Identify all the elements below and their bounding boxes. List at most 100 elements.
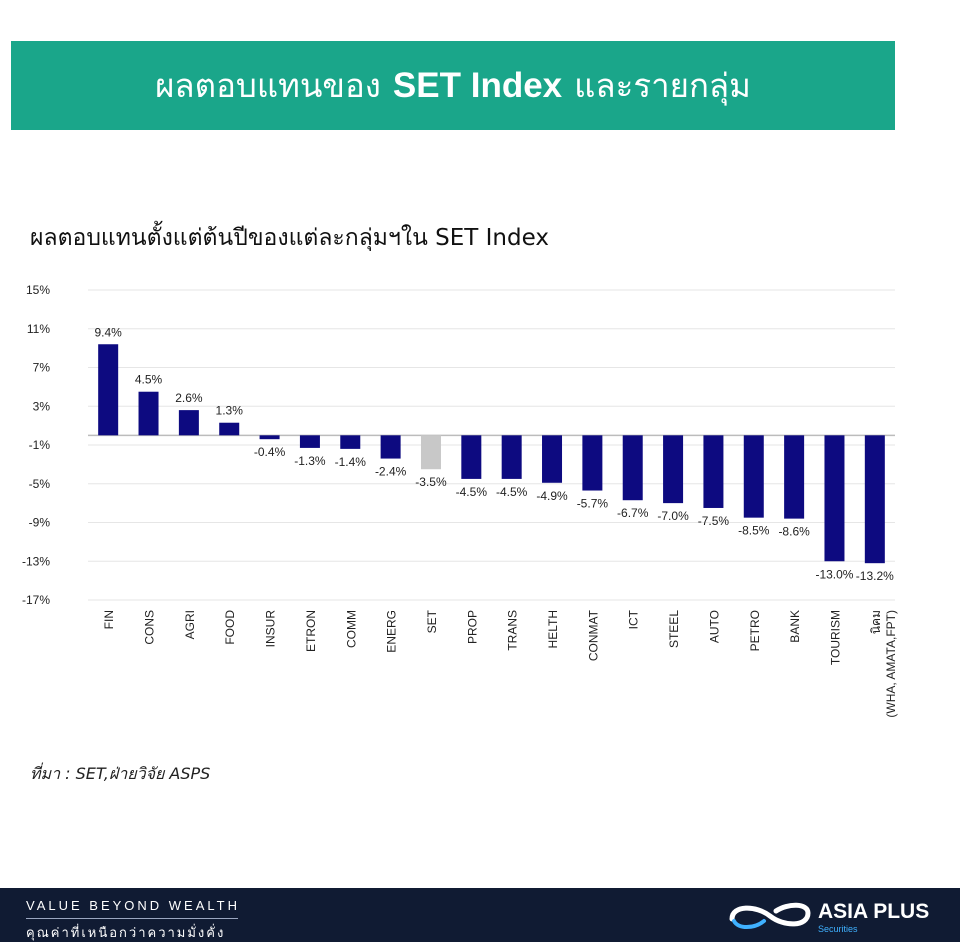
x-tick-label: INSUR [264,610,278,648]
x-tick-label-line: HELTH [546,610,560,648]
x-tick-label: ICT [627,609,641,629]
x-tick-label: STEEL [667,610,681,648]
data-label: -13.0% [815,567,853,581]
bar [98,344,119,436]
x-tick-label-line: TRANS [506,610,520,651]
y-tick-label: -5% [29,477,51,491]
footer-tagline-th: คุณค่าที่เหนือกว่าความมั่งคั่ง [26,926,226,941]
y-tick-label: -17% [22,593,50,607]
x-tick-label-line: AGRI [183,610,197,639]
x-tick-label-line: FOOD [223,610,237,645]
data-label: -13.2% [856,569,894,583]
bar [299,435,320,448]
data-label: -7.0% [657,509,689,523]
x-tick-label: CONMAT [586,609,600,661]
x-tick-label: ETRON [304,610,318,652]
bar [784,435,805,519]
x-tick-label-line: STEEL [667,610,681,648]
x-tick-label: AUTO [707,610,721,643]
data-label: 2.6% [175,391,203,405]
bar [743,435,764,518]
x-tick-label-line: ENERG [385,610,399,653]
x-tick-label: HELTH [546,610,560,648]
x-tick-label-line: CONS [143,610,157,645]
x-tick-label: SET [425,609,439,633]
bar [703,435,724,508]
footer-bar: VALUE BEYOND WEALTH คุณค่าที่เหนือกว่าคว… [0,888,960,942]
x-tick-label-line: (WHA, AMATA,FPT) [884,610,898,718]
footer-tagline-en: VALUE BEYOND WEALTH [26,898,240,913]
x-tick-label-line: PETRO [748,610,762,651]
x-tick-label: TRANS [506,610,520,651]
bar [178,410,199,436]
x-tick-label-line: ETRON [304,610,318,652]
data-label: -7.5% [698,514,730,528]
data-label: -2.4% [375,465,407,479]
data-label: -4.5% [456,485,488,499]
x-tick-label: TOURISM [828,610,842,665]
bar [864,435,885,564]
data-label: -1.3% [294,454,326,468]
x-tick-label: BANK [788,610,802,643]
brand-name: ASIA PLUS [818,900,930,923]
x-tick-label-line: SET [425,609,439,633]
x-tick-label: FOOD [223,610,237,645]
data-label: 9.4% [94,325,122,339]
data-label: -3.5% [415,475,447,489]
x-tick-label: PROP [465,610,479,644]
x-tick-label-line: PROP [465,610,479,644]
x-tick-label-line: ICT [627,609,641,629]
bar [542,435,563,483]
x-tick-label: COMM [344,610,358,648]
data-label: 4.5% [135,373,163,387]
bar [461,435,482,479]
bar [420,435,441,470]
y-tick-label: 15% [26,283,50,297]
x-tick-label-line: INSUR [264,610,278,648]
x-tick-label-line: BANK [788,610,802,643]
y-tick-label: 11% [27,322,50,336]
bar [380,435,401,459]
x-tick-label: ENERG [385,610,399,653]
y-tick-label: -1% [29,438,51,452]
bar [622,435,643,501]
data-label: -4.9% [536,489,568,503]
data-label: -5.7% [577,497,609,511]
x-tick-label: CONS [143,610,157,645]
data-label: -1.4% [335,455,367,469]
x-tick-label: PETRO [748,610,762,651]
bar [138,391,159,436]
banner-title-bold: SET Index [392,65,563,105]
data-label: -8.6% [778,525,810,539]
x-tick-label-line: FIN [102,610,116,629]
x-tick-label-line: นิคม [869,610,883,634]
bar [582,435,603,491]
y-tick-label: 7% [33,361,51,375]
infinity-swoosh-icon [729,902,811,929]
banner-title-prefix: ผลตอบแทนของ [155,66,381,105]
x-tick-label-line: CONMAT [586,609,600,661]
source-note: ที่มา : SET,ฝ่ายวิจัย ASPS [30,764,211,783]
x-tick-label: FIN [102,610,116,629]
title-banner: ผลตอบแทนของ SET Index และรายกลุ่ม [11,41,895,130]
bar [219,422,240,436]
y-tick-label: -9% [29,516,51,530]
bar-chart: 15% 11% 7% 3% -1% -5% -9% -13% -17% 9.4% FIN 4.5% CO… [22,283,898,718]
data-label: -0.4% [254,445,286,459]
bar [824,435,845,562]
y-tick-label: 3% [33,399,51,413]
bar [340,435,361,449]
data-label: -6.7% [617,506,649,520]
bar [259,435,280,440]
banner-title-suffix: และรายกลุ่ม [574,66,751,105]
x-tick-label-line: TOURISM [828,610,842,665]
data-label: 1.3% [216,404,244,418]
x-tick-label: AGRI [183,610,197,639]
y-tick-label: -13% [22,554,50,568]
data-label: -8.5% [738,524,770,538]
bar [501,435,522,479]
bar [663,435,684,504]
data-label: -4.5% [496,485,528,499]
x-tick-label: นิคม(WHA, AMATA,FPT) [869,610,898,718]
x-tick-label-line: AUTO [707,610,721,643]
